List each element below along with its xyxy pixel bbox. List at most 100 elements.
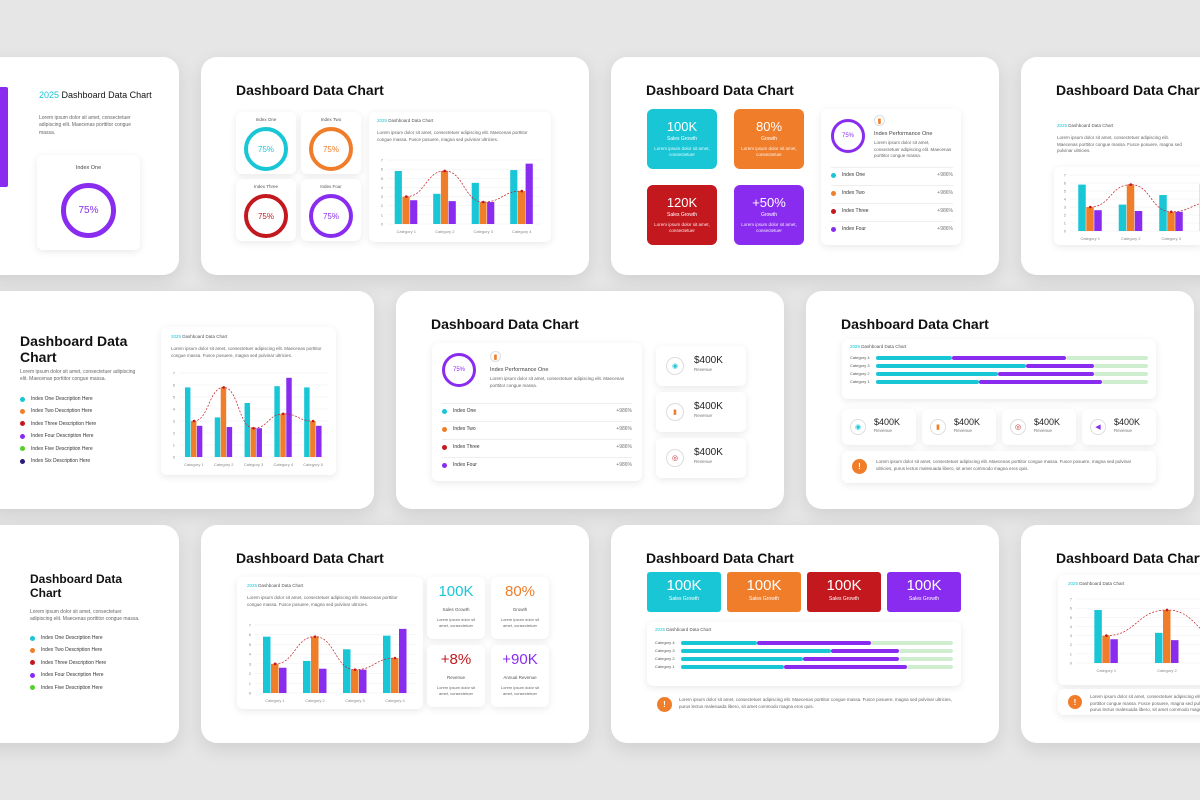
index-perf-label: Index Performance One bbox=[490, 367, 549, 373]
revenue-value: $400K Revenue bbox=[954, 417, 981, 433]
progress-ring: 75% bbox=[309, 194, 353, 238]
index-list-row: Index Three +986% bbox=[831, 208, 953, 214]
revenue-value: $400K Revenue bbox=[694, 401, 723, 418]
x-tick-label: Category 1 bbox=[265, 698, 285, 703]
description-item: Index Three Description Here bbox=[20, 421, 96, 427]
y-tick-label: 4 bbox=[381, 185, 384, 190]
hbar-category-label: Category 2 bbox=[655, 656, 675, 661]
bar bbox=[1155, 632, 1163, 663]
list-divider bbox=[442, 403, 632, 404]
x-tick-label: Category 4 bbox=[274, 462, 294, 467]
revenue-card: ▮ $400K Revenue bbox=[922, 409, 996, 445]
kpi-label: Sales Growth bbox=[748, 596, 779, 602]
legend-dot bbox=[831, 208, 836, 214]
kpi-label: Sales Growth bbox=[828, 596, 859, 602]
description-item: Index Four Description Here bbox=[30, 672, 104, 678]
bar bbox=[479, 202, 487, 224]
description-label: Index Two Description Here bbox=[41, 647, 103, 654]
kpi-desc: Lorem ipsum dolor sit amet, consectetuer bbox=[654, 222, 710, 234]
revenue-value: $400K Revenue bbox=[694, 447, 723, 464]
description-label: Index Five Description Here bbox=[31, 445, 93, 452]
bar bbox=[319, 668, 327, 693]
x-tick-label: Category 4 bbox=[512, 229, 532, 234]
bar bbox=[220, 387, 227, 457]
index-label: Index Two bbox=[320, 117, 342, 122]
lorem-text: Lorem ipsum dolor sit amet, consectetuer… bbox=[247, 595, 398, 607]
lorem-text: Lorem ipsum dolor sit amet, consectetuer… bbox=[1057, 135, 1182, 154]
progress-ring: 75% bbox=[442, 353, 476, 387]
index-list-label: Index One bbox=[442, 408, 476, 414]
index-perf-label: Index Performance One bbox=[874, 131, 933, 137]
bar bbox=[1094, 609, 1102, 663]
bar-chart-icon: ▮ bbox=[930, 419, 946, 435]
index-list-label: Index Three bbox=[442, 444, 480, 450]
y-tick-label: 7 bbox=[381, 158, 384, 163]
trend-line bbox=[1090, 184, 1200, 213]
info-icon: ! bbox=[852, 459, 867, 474]
chart-card: 2025 Dashboard Data Chart 0 1 2 3 4 5 6 7 Catego… bbox=[1058, 575, 1200, 685]
index-list-label: Index Two bbox=[442, 426, 476, 432]
hbar-segment bbox=[830, 649, 899, 653]
trend-point bbox=[1088, 205, 1092, 209]
legend-dot bbox=[442, 426, 447, 432]
list-divider bbox=[442, 439, 632, 440]
trend-point bbox=[222, 386, 225, 389]
progress-ring: 75% bbox=[61, 183, 116, 238]
description-item: Index Five Description Here bbox=[30, 685, 103, 691]
slide-thumb-5[interactable]: Dashboard Data Chart Lorem ipsum dolor s… bbox=[0, 291, 374, 509]
revenue-value: $400K Revenue bbox=[694, 355, 723, 372]
slide-thumb-7[interactable]: Dashboard Data Chart 2025 Dashboard Data… bbox=[806, 291, 1194, 509]
description-item: Index Two Description Here bbox=[20, 408, 92, 414]
hbar-segment bbox=[681, 641, 758, 645]
slide-thumb-3[interactable]: Dashboard Data Chart 100K Sales Growth L… bbox=[611, 57, 999, 275]
bar bbox=[196, 425, 203, 457]
bar bbox=[310, 421, 316, 457]
hbar-segment bbox=[876, 364, 1026, 368]
slide-thumb-9[interactable]: Dashboard Data Chart 2025 Dashboard Data… bbox=[201, 525, 589, 743]
kpi-value: 100K bbox=[666, 577, 702, 594]
bar bbox=[1118, 204, 1127, 231]
legend-dot bbox=[442, 444, 447, 450]
index-card: Index One 75% bbox=[37, 155, 140, 250]
bar bbox=[487, 202, 495, 224]
y-tick-label: 1 bbox=[249, 681, 252, 686]
hbar-category-label: Category 1 bbox=[850, 379, 870, 384]
description-label: Index Five Description Here bbox=[41, 684, 103, 691]
index-list-row: Index Three +986% bbox=[442, 444, 632, 450]
legend-dot bbox=[30, 635, 35, 641]
bar bbox=[263, 636, 271, 693]
info-icon: ! bbox=[657, 697, 672, 712]
bar bbox=[311, 636, 319, 693]
slide-thumb-10[interactable]: Dashboard Data Chart 100K Sales Growth 1… bbox=[611, 525, 999, 743]
hbar-segment bbox=[998, 372, 1094, 376]
bar bbox=[274, 386, 280, 457]
slide-title: Dashboard Data Chart bbox=[841, 316, 989, 332]
index-list-card: 75% ▮ Index Performance One Lorem ipsum … bbox=[432, 343, 642, 481]
hbar-segment bbox=[1093, 364, 1148, 368]
bar bbox=[1134, 211, 1143, 231]
y-tick-label: 7 bbox=[1070, 597, 1073, 602]
legend-dot bbox=[20, 433, 25, 439]
stat-card: +90K Annual Revenue Lorem ipsum dolor si… bbox=[491, 645, 549, 707]
revenue-card: ◎ $400K Revenue bbox=[1002, 409, 1076, 445]
x-tick-label: Category 4 bbox=[385, 698, 405, 703]
kpi-desc: Lorem ipsum dolor sit amet, consectetuer bbox=[654, 146, 710, 158]
bar bbox=[394, 170, 402, 224]
trend-line bbox=[193, 387, 314, 429]
slide-thumb-8[interactable]: Dashboard Data Chart Lorem ipsum dolor s… bbox=[0, 525, 179, 743]
y-tick-label: 4 bbox=[249, 652, 252, 657]
slide-thumb-1[interactable]: 2025 Dashboard Data Chart Lorem ipsum do… bbox=[0, 57, 179, 275]
stat-desc: Lorem ipsum dolor sit amet, consectetuer bbox=[436, 685, 476, 696]
slide-thumb-2[interactable]: Dashboard Data Chart Index One 75% Index… bbox=[201, 57, 589, 275]
slide-thumb-4[interactable]: Dashboard Data Chart 2025 Dashboard Data… bbox=[1021, 57, 1200, 275]
slide-thumb-11[interactable]: Dashboard Data Chart 2025 Dashboard Data… bbox=[1021, 525, 1200, 743]
bar bbox=[402, 196, 410, 224]
kpi-card: 100K Sales Growth Lorem ipsum dolor sit … bbox=[647, 109, 717, 169]
y-tick-label: 2 bbox=[1064, 213, 1067, 218]
trend-point bbox=[311, 419, 315, 423]
revenue-value: $400K Revenue bbox=[874, 417, 901, 433]
y-tick-label: 2 bbox=[249, 671, 252, 676]
slide-thumb-6[interactable]: Dashboard Data Chart 75% ▮ Index Perform… bbox=[396, 291, 784, 509]
